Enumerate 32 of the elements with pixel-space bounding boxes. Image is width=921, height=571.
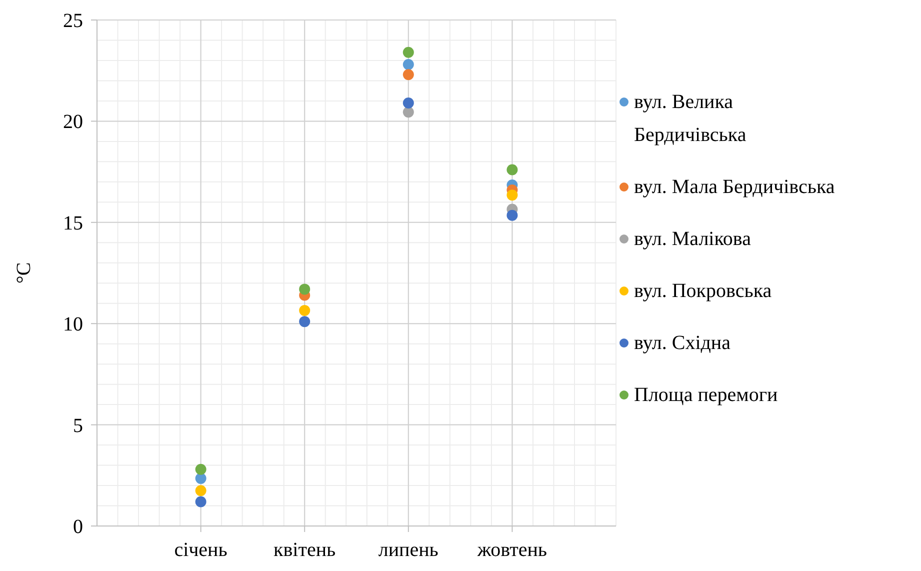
y-tick-label: 15 bbox=[63, 212, 83, 234]
point bbox=[402, 69, 414, 80]
y-tick-label: 10 bbox=[63, 314, 83, 336]
point bbox=[506, 164, 518, 176]
legend-label: вул. Покровська bbox=[634, 280, 772, 302]
point bbox=[506, 210, 518, 221]
y-tick-label: 25 bbox=[63, 10, 83, 32]
x-tick-label: липень bbox=[378, 539, 438, 561]
point bbox=[402, 97, 414, 108]
point bbox=[402, 46, 414, 58]
legend-label: вул. Мала Бердичівська bbox=[634, 176, 835, 198]
point bbox=[402, 59, 414, 70]
point bbox=[402, 106, 414, 118]
legend-label: вул. Велика Бердичівська bbox=[634, 91, 746, 146]
legend-label: Площа перемоги bbox=[634, 384, 778, 406]
y-tick-label: 0 bbox=[73, 516, 83, 538]
point bbox=[195, 464, 206, 475]
point bbox=[195, 472, 206, 484]
point bbox=[299, 304, 310, 316]
x-tick-label: жовтень bbox=[476, 539, 548, 561]
point bbox=[299, 316, 310, 328]
point bbox=[506, 190, 518, 201]
point bbox=[195, 485, 206, 496]
y-tick-label: 20 bbox=[63, 111, 83, 134]
y-tick-label: 5 bbox=[73, 414, 83, 437]
y-axis-title: °C bbox=[13, 262, 35, 284]
legend-label: вул. Малікова bbox=[634, 228, 752, 250]
x-tick-label: квітень bbox=[274, 539, 336, 561]
x-tick-label: січень bbox=[174, 539, 228, 561]
point bbox=[299, 284, 310, 295]
point bbox=[195, 496, 206, 508]
legend-label: вул. Східна bbox=[634, 332, 731, 354]
